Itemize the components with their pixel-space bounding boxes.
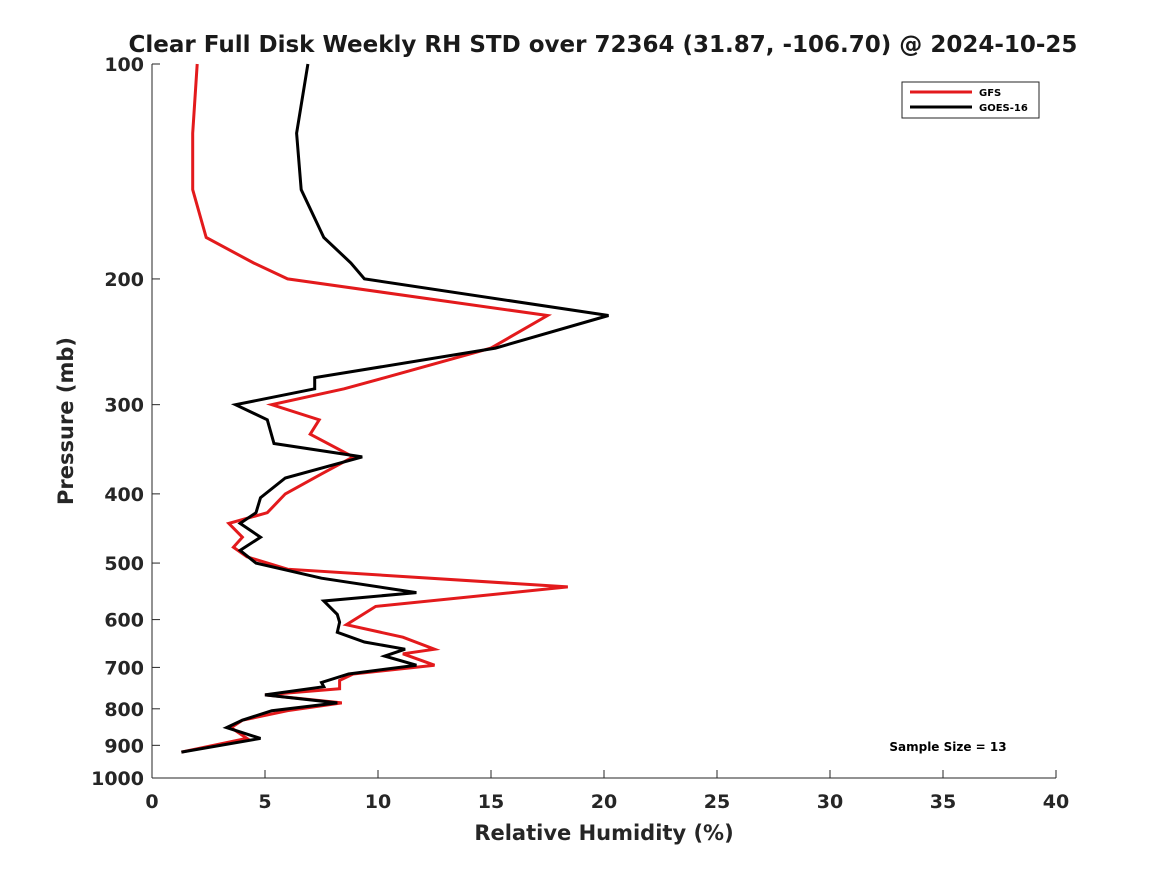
y-tick-label: 200 — [104, 269, 144, 291]
x-tick-label: 35 — [930, 791, 956, 813]
x-tick-label: 25 — [704, 791, 730, 813]
series-lines — [181, 63, 609, 754]
x-tick-label: 30 — [817, 791, 843, 813]
legend-label-gfs: GFS — [979, 88, 1001, 99]
legend-entries: GFS GOES-16 — [910, 88, 1028, 114]
y-ticks: 100 200 300 400 500 600 700 800 900 1000 — [91, 54, 160, 790]
x-tick-label: 10 — [365, 791, 391, 813]
axes — [151, 64, 1056, 779]
x-tick-label: 40 — [1043, 791, 1069, 813]
legend-label-goes-16: GOES-16 — [979, 103, 1028, 114]
y-tick-label: 600 — [104, 610, 144, 632]
y-tick-label: 1000 — [91, 768, 144, 790]
x-tick-label: 20 — [591, 791, 617, 813]
x-tick-label: 15 — [478, 791, 504, 813]
y-tick-label: 900 — [104, 735, 144, 757]
series-line-goes-16 — [181, 63, 609, 754]
x-axis-label: Relative Humidity (%) — [474, 821, 733, 845]
x-ticks: 0 5 10 15 20 25 30 35 40 — [145, 770, 1069, 813]
y-axis-label: Pressure (mb) — [54, 337, 78, 505]
y-tick-label: 100 — [104, 54, 144, 76]
legend-box — [901, 81, 1040, 119]
legend: GFS GOES-16 — [901, 81, 1040, 119]
y-tick-label: 400 — [104, 484, 144, 506]
x-tick-label: 0 — [145, 791, 158, 813]
y-tick-label: 700 — [104, 657, 144, 679]
y-tick-label: 300 — [104, 395, 144, 417]
x-tick-label: 5 — [258, 791, 271, 813]
chart-title: Clear Full Disk Weekly RH STD over 72364… — [129, 32, 1078, 58]
sample-size-annotation: Sample Size = 13 — [889, 740, 1006, 754]
y-tick-label: 500 — [104, 553, 144, 575]
y-tick-label: 800 — [104, 699, 144, 721]
